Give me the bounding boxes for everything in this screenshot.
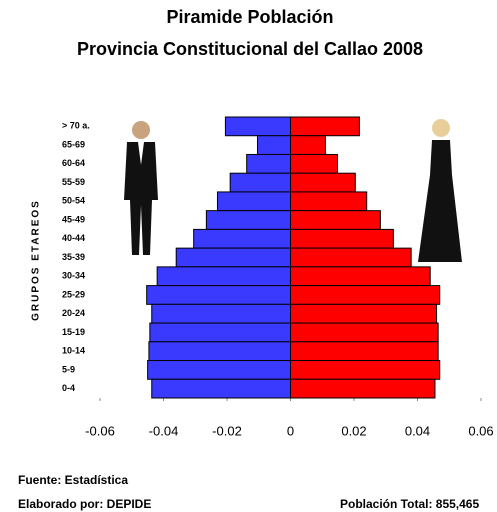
category-label: 45-49 [62,214,85,224]
bar [290,322,439,343]
bar [290,247,412,268]
x-tick-label: 0.04 [405,423,430,438]
x-tick-label: -0.02 [212,423,242,438]
bar [290,135,326,155]
category-label: 30-34 [62,271,85,281]
bar [290,266,431,287]
category-label: 65-69 [62,139,85,149]
x-tick-label: 0.06 [468,423,493,438]
y-axis-label: GRUPOS ETAREOS [31,199,42,321]
bar [205,210,291,230]
category-label: 10-14 [62,346,85,356]
bar [229,172,292,193]
bar [290,378,436,399]
bar [147,360,291,380]
bar [290,285,441,305]
man-figure [124,121,158,255]
category-label: > 70 a. [62,121,90,131]
source-note: Fuente: Estadística [18,473,128,487]
bar [290,153,338,174]
category-label: 0-4 [62,383,75,393]
bar [256,135,292,155]
bar [175,247,291,268]
category-label: 25-29 [62,289,85,299]
category-label: 40-44 [62,233,85,243]
bar [224,116,292,137]
bar [148,341,291,362]
bar [246,153,291,174]
bar [156,266,291,287]
category-label: 15-19 [62,327,85,337]
chart-title: Piramide Población [166,7,333,27]
category-label: 5-9 [62,364,75,374]
bar [149,322,291,343]
chart-subtitle: Provincia Constitucional del Callao 2008 [77,39,423,59]
bar [151,303,291,324]
bar [290,360,441,380]
category-label: 60-64 [62,158,85,168]
bar [151,378,291,399]
author-note: Elaborado por: DEPIDE [18,497,151,511]
category-label: 50-54 [62,196,85,206]
bar [216,191,292,212]
bar [290,228,394,249]
bar [290,172,356,193]
x-tick-label: -0.04 [149,423,179,438]
x-tick-label: 0 [287,423,294,438]
category-label: 55-59 [62,177,85,187]
bar [290,303,438,324]
bar [146,285,291,305]
category-label: 20-24 [62,308,85,318]
woman-figure [418,119,462,262]
bar [193,228,292,249]
bar [290,210,381,230]
bar [290,341,439,362]
total-note: Población Total: 855,465 [340,497,479,511]
x-tick-label: -0.06 [85,423,115,438]
bar [290,191,368,212]
bar [290,116,360,137]
category-label: 35-39 [62,252,85,262]
x-tick-label: 0.02 [341,423,366,438]
